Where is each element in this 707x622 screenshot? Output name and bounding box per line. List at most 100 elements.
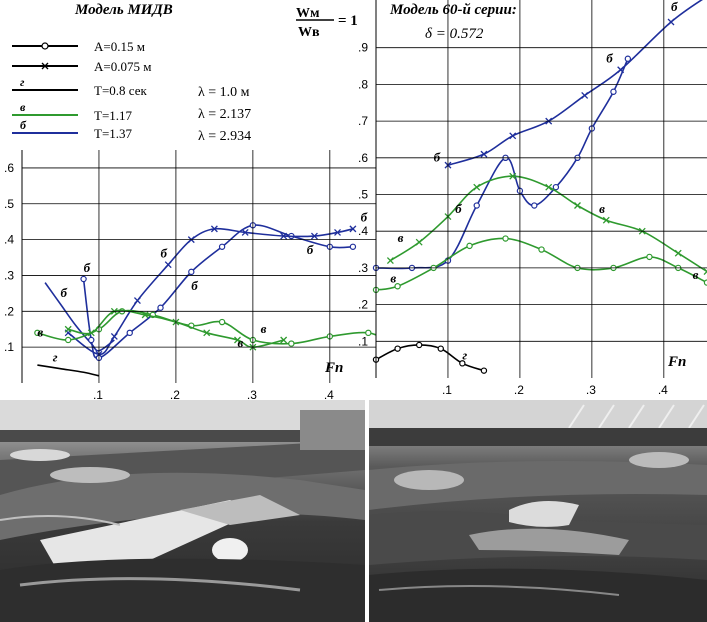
chart-0-xtick-label: .1	[93, 388, 103, 400]
chart-1-series-2-line	[389, 175, 707, 273]
chart-1-ytick-label: .1	[358, 334, 368, 348]
chart-0-annotation: б	[191, 278, 198, 293]
chart-1-ytick-label: .2	[358, 298, 368, 312]
chart-1-series-3-point	[703, 279, 707, 286]
right-panel: Модель 60-й серии: δ = 0.572 Fn	[389, 2, 686, 370]
chart-0-series-0-line	[44, 282, 115, 352]
chart-1-series-0-point	[581, 91, 589, 99]
chart-1-series-1-point	[610, 88, 617, 95]
legend-label: T=0.8 сек	[94, 83, 147, 98]
chart-0-plot	[34, 222, 376, 377]
chart-1-series-2-point	[545, 183, 553, 191]
chart-0-series-3-point	[288, 340, 295, 347]
lambda-label-1: λ = 2.137	[198, 107, 251, 122]
chart-0-ytick-label: .4	[4, 233, 14, 247]
chart-0-series-2-point	[241, 228, 249, 236]
chart-1-series-3-point	[466, 242, 473, 250]
chart-1-series-2-point	[473, 183, 481, 191]
chart-1-xtick-label: .4	[658, 383, 668, 397]
right-chart-subtitle: δ = 0.572	[425, 26, 484, 42]
legend-item-0: A=0.15 м	[12, 39, 145, 54]
chart-1-annotation: б	[606, 50, 613, 65]
chart-1-series-4-point	[415, 341, 423, 349]
chart-1-plot	[372, 0, 707, 374]
chart-1-ytick-label: .3	[358, 261, 368, 275]
chart-1-series-4-point	[394, 345, 401, 352]
chart-1-series-1-point	[552, 183, 560, 191]
lambda-label-2: λ = 2.934	[198, 129, 251, 144]
legend-mark: б	[20, 118, 27, 132]
chart-1-ytick-label: .4	[358, 224, 368, 238]
chart-0-series-2-point	[133, 297, 141, 305]
chart-0-series-3-point	[365, 329, 372, 337]
chart-0-series-5-line	[37, 364, 100, 377]
chart-1-series-1-point	[531, 202, 538, 209]
chart-1-series-2-point	[509, 172, 517, 180]
chart-0-series-3-point	[34, 329, 41, 337]
chart-0-xtick-label: .4	[324, 388, 334, 400]
chart-figure: Модель МИДВ Fn Модель 60-й серии: δ = 0.…	[4, 0, 707, 400]
legend-label: A=0.075 м	[94, 59, 151, 74]
chart-0-xtick-label: .2	[170, 388, 180, 400]
ratio-label: Wм Wв = 1	[296, 6, 358, 40]
legend-item-1: A=0.075 м	[12, 59, 151, 74]
ratio-numerator: Wм	[296, 6, 320, 21]
chart-0-series-4-point	[87, 329, 95, 337]
right-chart-title: Модель 60-й серии:	[389, 2, 517, 18]
chart-0-series-4-point	[141, 311, 149, 319]
legend-marker	[41, 42, 49, 50]
legend-label: T=1.37	[94, 126, 133, 141]
photo-right-image	[369, 400, 707, 622]
ratio-denominator: Wв	[298, 25, 320, 40]
chart-0-series-4-point	[64, 325, 72, 333]
chart-0-xtick-label: .3	[247, 388, 257, 400]
legend-item-2: г T=0.8 сек	[12, 75, 147, 98]
chart-1-annotation: в	[693, 267, 699, 282]
chart-0-series-4-point	[280, 336, 288, 344]
chart-1-series-2-point	[386, 257, 394, 265]
chart-1-ytick-label: .7	[358, 114, 368, 128]
chart-1-annotation: г	[462, 348, 467, 363]
chart-0-series-4-point	[234, 336, 241, 344]
chart-1-grid: .1 .2 .3 .4 .1 .2 .3 .4 .5 .6 .7 .8 .9	[358, 0, 707, 397]
chart-0-annotation: б	[307, 242, 314, 257]
chart-0-annotation: б	[84, 260, 91, 275]
chart-1-series-0-point	[667, 18, 675, 26]
chart-1-series-3-line	[375, 237, 707, 291]
chart-1-series-4-line	[375, 344, 485, 372]
chart-1-xtick-label: .3	[586, 383, 596, 397]
chart-0-series-2-point	[110, 332, 118, 340]
chart-1-series-1-point	[473, 202, 480, 209]
chart-0-annotation: б	[361, 210, 368, 225]
legend-label: T=1.17	[94, 108, 133, 123]
chart-0-series-1-point	[188, 268, 195, 276]
chart-1-series-3-point	[646, 253, 653, 261]
legend-mark: г	[20, 75, 25, 89]
legend-item-4: б T=1.37	[12, 118, 133, 141]
chart-0-ytick-label: .2	[4, 304, 14, 318]
chart-canvas: Модель МИДВ Fn Модель 60-й серии: δ = 0.…	[4, 0, 707, 400]
chart-0-series-1-point	[349, 243, 357, 250]
chart-0-grid: .1 .2 .3 .4 .1 .2 .3 .4 .5 .6	[4, 150, 376, 400]
chart-1-ytick-label: .6	[358, 151, 368, 165]
chart-0-annotation: г	[53, 349, 58, 364]
chart-0-series-2-point	[349, 225, 357, 233]
chart-1-annotation: б	[434, 149, 441, 164]
chart-1-series-2-point	[674, 249, 682, 257]
chart-1-series-3-point	[394, 283, 401, 290]
model-photo-right	[369, 400, 707, 622]
chart-0-series-1-point	[126, 329, 133, 337]
legend: A=0.15 м A=0.075 м г T=0.8 сек в T=1.17 б T=1.3…	[12, 39, 251, 144]
chart-0-series-1-point	[88, 336, 95, 344]
chart-0-annotation: б	[60, 285, 67, 300]
left-chart-xlabel: Fn	[324, 360, 343, 376]
chart-1-annotation: в	[398, 230, 404, 245]
chart-0-series-3-point	[218, 318, 226, 326]
left-panel: Модель МИДВ Fn	[74, 2, 343, 376]
chart-1-series-0-point	[509, 132, 517, 140]
chart-0-series-1-point	[218, 243, 226, 250]
chart-0-ytick-label: .3	[4, 268, 14, 282]
chart-0-series-4-point	[203, 329, 211, 337]
chart-0-series-3-point	[64, 336, 72, 344]
chart-0-series-2-point	[310, 232, 318, 240]
